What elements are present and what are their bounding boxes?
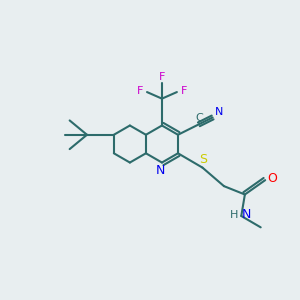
Text: N: N (156, 164, 165, 177)
Text: S: S (199, 153, 207, 167)
Text: F: F (137, 86, 143, 96)
Text: O: O (267, 172, 277, 185)
Text: F: F (181, 86, 187, 96)
Text: C: C (196, 113, 203, 123)
Text: F: F (159, 72, 165, 82)
Text: H: H (230, 210, 238, 220)
Text: N: N (242, 208, 251, 221)
Text: N: N (214, 107, 223, 117)
